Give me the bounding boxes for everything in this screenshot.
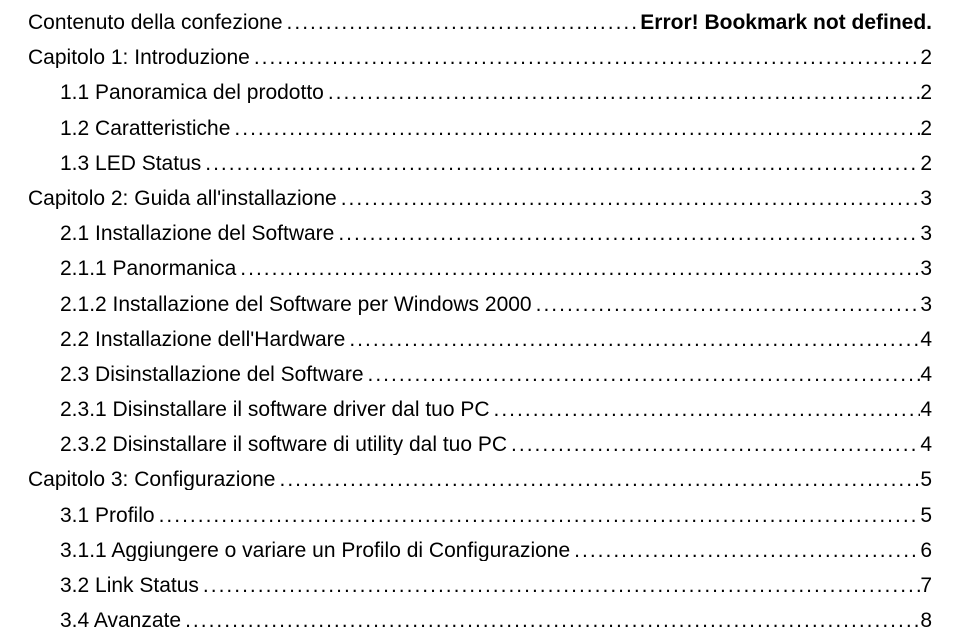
- toc-page: 2: [920, 153, 932, 174]
- toc-page: 3: [920, 294, 932, 315]
- toc-label: Capitolo 3: Configurazione: [28, 469, 276, 490]
- toc-line: 3.2 Link Status.........................…: [28, 575, 932, 596]
- toc-leader-dots: ........................................…: [324, 82, 920, 103]
- toc-label: 1.2 Caratteristiche: [60, 118, 230, 139]
- toc-line: 3.4 Avanzate............................…: [28, 610, 932, 631]
- toc-page: 8: [920, 610, 932, 631]
- toc-leader-dots: ........................................…: [283, 12, 637, 33]
- toc-page: 4: [920, 399, 932, 420]
- toc-leader-dots: ........................................…: [337, 188, 921, 209]
- toc-leader-dots: ........................................…: [250, 47, 921, 68]
- toc-label: 2.3.2 Disinstallare il software di utili…: [60, 434, 507, 455]
- toc-page: 2: [920, 118, 932, 139]
- toc-line: 1.3 LED Status..........................…: [28, 153, 932, 174]
- toc-label: 3.2 Link Status: [60, 575, 199, 596]
- toc-label: 2.1.1 Panormanica: [60, 258, 236, 279]
- toc-line: Contenuto della confezione..............…: [28, 12, 932, 33]
- toc-leader-dots: ........................................…: [276, 469, 921, 490]
- toc-line: Capitolo 1: Introduzione................…: [28, 47, 932, 68]
- table-of-contents: Contenuto della confezione..............…: [28, 12, 932, 631]
- toc-line: 2.3.2 Disinstallare il software di utili…: [28, 434, 932, 455]
- toc-page: 4: [920, 329, 932, 350]
- toc-leader-dots: ........................................…: [570, 540, 920, 561]
- toc-page: 5: [920, 505, 932, 526]
- toc-line: 2.1 Installazione del Software..........…: [28, 223, 932, 244]
- toc-line: 3.1 Profilo.............................…: [28, 505, 932, 526]
- toc-label: 3.1.1 Aggiungere o variare un Profilo di…: [60, 540, 570, 561]
- toc-line: 2.1.1 Panormanica.......................…: [28, 258, 932, 279]
- toc-line: 2.3.1 Disinstallare il software driver d…: [28, 399, 932, 420]
- toc-line: 1.2 Caratteristiche.....................…: [28, 118, 932, 139]
- toc-label: 2.1 Installazione del Software: [60, 223, 334, 244]
- toc-page: 3: [920, 223, 932, 244]
- toc-page: 4: [920, 364, 932, 385]
- toc-line: 2.3 Disinstallazione del Software.......…: [28, 364, 932, 385]
- toc-page: 3: [920, 258, 932, 279]
- toc-label: Contenuto della confezione: [28, 12, 283, 33]
- toc-page: Error! Bookmark not defined.: [636, 12, 932, 33]
- toc-line: 2.1.2 Installazione del Software per Win…: [28, 294, 932, 315]
- toc-page: 2: [920, 82, 932, 103]
- toc-label: 1.3 LED Status: [60, 153, 201, 174]
- toc-label: 2.3.1 Disinstallare il software driver d…: [60, 399, 490, 420]
- toc-leader-dots: ........................................…: [199, 575, 920, 596]
- toc-leader-dots: ........................................…: [532, 294, 921, 315]
- toc-page: 7: [920, 575, 932, 596]
- toc-label: Capitolo 2: Guida all'installazione: [28, 188, 337, 209]
- toc-line: 1.1 Panoramica del prodotto.............…: [28, 82, 932, 103]
- toc-line: Capitolo 3: Configurazione..............…: [28, 469, 932, 490]
- toc-leader-dots: ........................................…: [507, 434, 920, 455]
- toc-leader-dots: ........................................…: [364, 364, 921, 385]
- toc-label: 3.1 Profilo: [60, 505, 155, 526]
- toc-leader-dots: ........................................…: [490, 399, 921, 420]
- toc-label: 2.1.2 Installazione del Software per Win…: [60, 294, 532, 315]
- toc-label: 2.2 Installazione dell'Hardware: [60, 329, 345, 350]
- toc-leader-dots: ........................................…: [345, 329, 920, 350]
- toc-label: 3.4 Avanzate: [60, 610, 181, 631]
- toc-label: Capitolo 1: Introduzione: [28, 47, 250, 68]
- toc-line: Capitolo 2: Guida all'installazione.....…: [28, 188, 932, 209]
- toc-line: 2.2 Installazione dell'Hardware.........…: [28, 329, 932, 350]
- toc-label: 1.1 Panoramica del prodotto: [60, 82, 324, 103]
- toc-leader-dots: ........................................…: [334, 223, 920, 244]
- toc-page: 4: [920, 434, 932, 455]
- toc-line: 3.1.1 Aggiungere o variare un Profilo di…: [28, 540, 932, 561]
- toc-page: 6: [920, 540, 932, 561]
- toc-leader-dots: ........................................…: [230, 118, 920, 139]
- toc-leader-dots: ........................................…: [155, 505, 921, 526]
- toc-page: 5: [920, 469, 932, 490]
- toc-leader-dots: ........................................…: [181, 610, 920, 631]
- toc-leader-dots: ........................................…: [201, 153, 920, 174]
- toc-page: 3: [920, 188, 932, 209]
- toc-leader-dots: ........................................…: [236, 258, 920, 279]
- toc-page: 2: [920, 47, 932, 68]
- toc-label: 2.3 Disinstallazione del Software: [60, 364, 364, 385]
